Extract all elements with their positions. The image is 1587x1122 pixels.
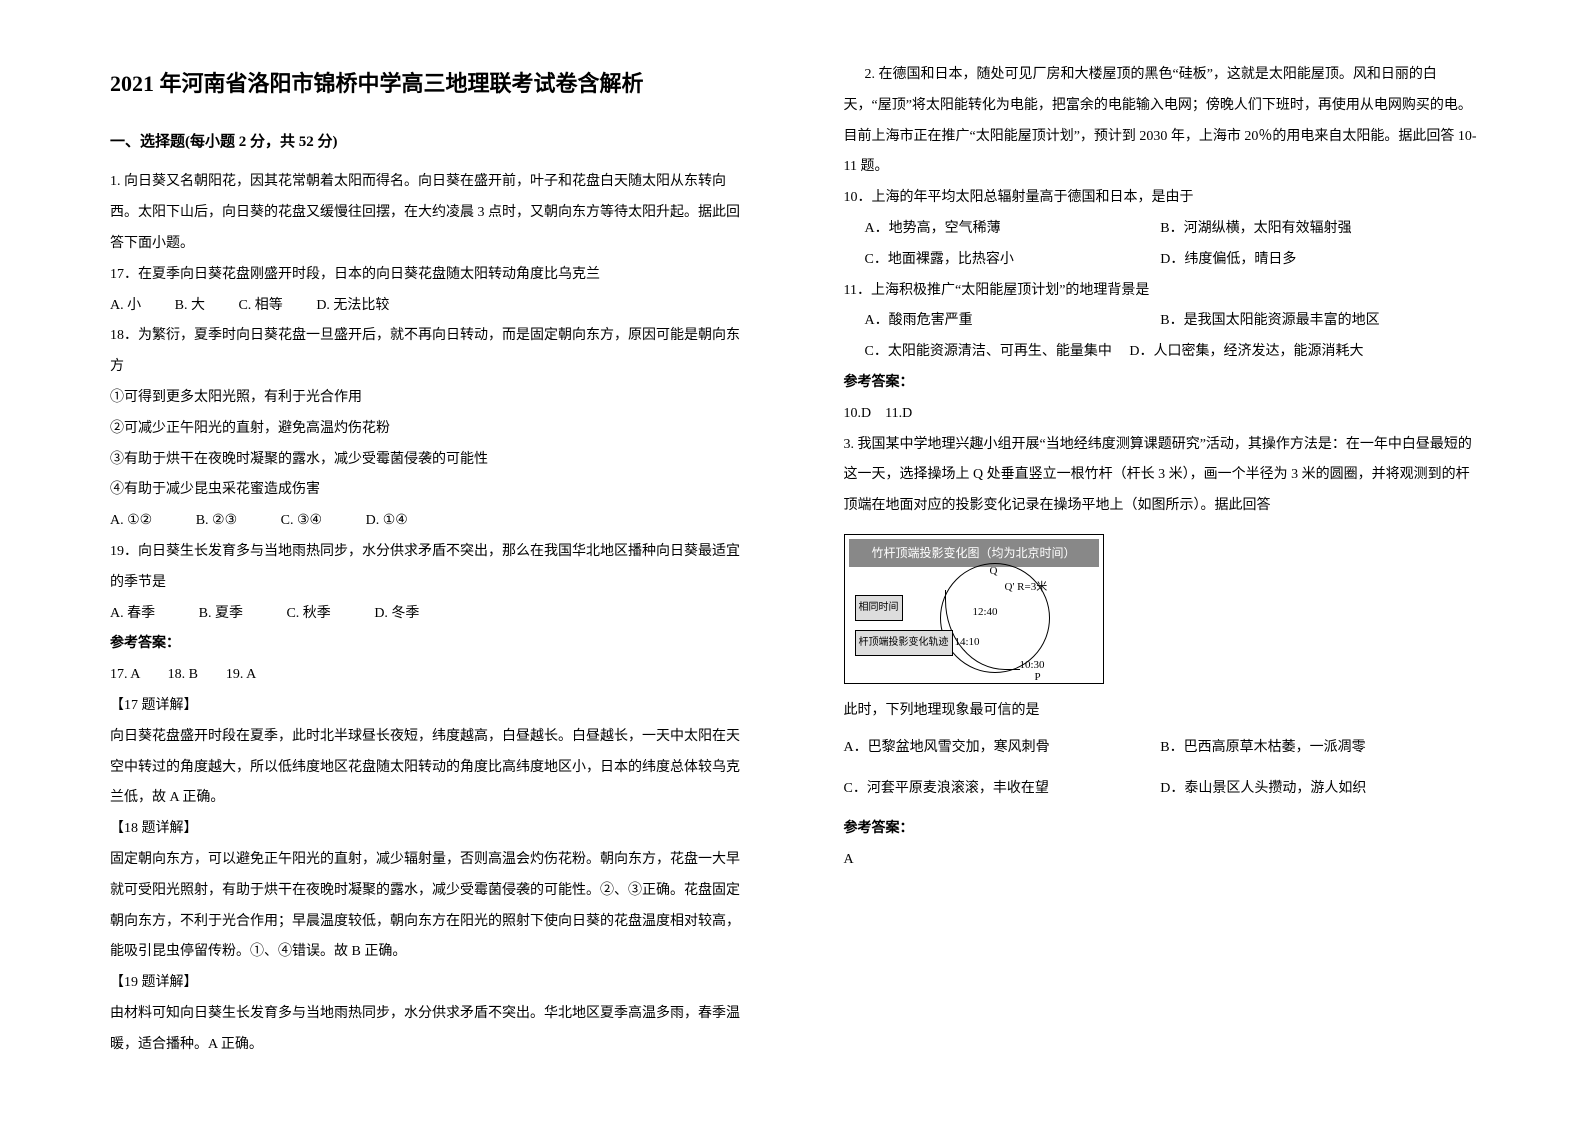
left-column: 2021 年河南省洛阳市锦桥中学高三地理联考试卷含解析 一、选择题(每小题 2 … <box>80 60 794 1082</box>
q2-sub10: 10．上海的年平均太阳总辐射量高于德国和日本，是由于 <box>844 183 1478 214</box>
option-b: B．是我国太阳能资源最丰富的地区 <box>1160 306 1477 337</box>
diagram-q-label: Q <box>990 559 998 583</box>
answer-label: 参考答案： <box>110 629 744 660</box>
q1-answers: 17. A 18. B 19. A <box>110 660 744 691</box>
option-d: D. ①④ <box>366 513 408 528</box>
q3-options: A．巴黎盆地风雪交加，寒风刺骨 B．巴西高原草木枯萎，一派凋零 C．河套平原麦浪… <box>844 733 1478 805</box>
section-heading: 一、选择题(每小题 2 分，共 52 分) <box>110 126 744 159</box>
option-c: C．河套平原麦浪滚滚，丰收在望 <box>844 774 1161 805</box>
explain18-heading: 【18 题详解】 <box>110 814 744 845</box>
answer-label: 参考答案： <box>844 814 1478 845</box>
option-d: D．人口密集，经济发达，能源消耗大 <box>1129 344 1363 359</box>
q1-sub18: 18．为繁衍，夏季时向日葵花盘一旦盛开后，就不再向日转动，而是固定朝向东方，原因… <box>110 321 744 383</box>
q1-sub18-item4: ④有助于减少昆虫采花蜜造成伤害 <box>110 475 744 506</box>
q2-stem: 2. 在德国和日本，随处可见厂房和大楼屋顶的黑色“硅板”，这就是太阳能屋顶。风和… <box>844 60 1478 183</box>
q2-sub11-options-row2: C．太阳能资源清洁、可再生、能量集中 D．人口密集，经济发达，能源消耗大 <box>844 337 1478 368</box>
explain17-heading: 【17 题详解】 <box>110 691 744 722</box>
q1-sub18-item3: ③有助于烘干在夜晚时凝聚的露水，减少受霉菌侵袭的可能性 <box>110 445 744 476</box>
diagram-box1: 相同时间 <box>855 595 903 621</box>
option-a: A. ①② <box>110 513 152 528</box>
option-d: D．纬度偏低，晴日多 <box>1160 245 1477 276</box>
option-b: B．河湖纵横，太阳有效辐射强 <box>1160 214 1477 245</box>
option-c: C. ③④ <box>281 513 322 528</box>
option-c: C. 相等 <box>238 298 282 313</box>
projection-diagram: 竹杆顶端投影变化图（均为北京时间） Q Q' R=3米 相同时间 杆顶端投影变化… <box>844 534 1104 684</box>
q2-answers: 10.D 11.D <box>844 399 1478 430</box>
q1-sub17: 17．在夏季向日葵花盘刚盛开时段，日本的向日葵花盘随太阳转动角度比乌克兰 <box>110 260 744 291</box>
q3-stem: 3. 我国某中学地理兴趣小组开展“当地经纬度测算课题研究”活动，其操作方法是：在… <box>844 430 1478 522</box>
q1-sub18-item2: ②可减少正午阳光的直射，避免高温灼伤花粉 <box>110 414 744 445</box>
diagram-title: 竹杆顶端投影变化图（均为北京时间） <box>849 539 1099 567</box>
q2-sub11-options-row1: A．酸雨危害严重 B．是我国太阳能资源最丰富的地区 <box>844 306 1478 337</box>
option-c: C. 秋季 <box>286 606 330 621</box>
option-a: A. 小 <box>110 298 141 313</box>
q1-stem: 1. 向日葵又名朝阳花，因其花常朝着太阳而得名。向日葵在盛开前，叶子和花盘白天随… <box>110 167 744 259</box>
diagram-time3: 10:30 <box>1020 653 1045 677</box>
q1-sub17-options: A. 小 B. 大 C. 相等 D. 无法比较 <box>110 291 744 322</box>
q2-sub10-options-row1: A．地势高，空气稀薄 B．河湖纵横，太阳有效辐射强 <box>844 214 1478 245</box>
diagram-time2: 14:10 <box>955 630 980 654</box>
option-c: C．太阳能资源清洁、可再生、能量集中 <box>865 344 1112 359</box>
option-a: A．地势高，空气稀薄 <box>844 214 1161 245</box>
q1-sub18-options: A. ①② B. ②③ C. ③④ D. ①④ <box>110 506 744 537</box>
option-a: A．巴黎盆地风雪交加，寒风刺骨 <box>844 733 1161 764</box>
q1-sub19: 19．向日葵生长发育多与当地雨热同步，水分供求矛盾不突出，那么在我国华北地区播种… <box>110 537 744 599</box>
option-c: C．地面裸露，比热容小 <box>844 245 1161 276</box>
diagram-time1: 12:40 <box>973 600 998 624</box>
option-b: B. ②③ <box>196 513 237 528</box>
diagram-p-label: P <box>1035 665 1041 689</box>
explain19-text: 由材料可知向日葵生长发育多与当地雨热同步，水分供求矛盾不突出。华北地区夏季高温多… <box>110 999 744 1061</box>
option-b: B．巴西高原草木枯萎，一派凋零 <box>1160 733 1477 764</box>
explain17-text: 向日葵花盘盛开时段在夏季，此时北半球昼长夜短，纬度越高，白昼越长。白昼越长，一天… <box>110 722 744 814</box>
q2-sub10-options-row2: C．地面裸露，比热容小 D．纬度偏低，晴日多 <box>844 245 1478 276</box>
explain19-heading: 【19 题详解】 <box>110 968 744 999</box>
option-b: B. 大 <box>175 298 205 313</box>
diagram-box2: 杆顶端投影变化轨迹 <box>855 630 953 656</box>
q3-answer: A <box>844 845 1478 876</box>
diagram-r-label: Q' R=3米 <box>1005 575 1048 599</box>
answer-label: 参考答案： <box>844 368 1478 399</box>
option-d: D. 冬季 <box>374 606 419 621</box>
exam-title: 2021 年河南省洛阳市锦桥中学高三地理联考试卷含解析 <box>110 60 744 108</box>
option-a: A．酸雨危害严重 <box>844 306 1161 337</box>
option-a: A. 春季 <box>110 606 155 621</box>
q1-sub18-item1: ①可得到更多太阳光照，有利于光合作用 <box>110 383 744 414</box>
q1-sub19-options: A. 春季 B. 夏季 C. 秋季 D. 冬季 <box>110 599 744 630</box>
q3-sub: 此时，下列地理现象最可信的是 <box>844 696 1478 727</box>
option-d: D．泰山景区人头攒动，游人如织 <box>1160 774 1477 805</box>
option-d: D. 无法比较 <box>316 298 389 313</box>
explain18-text: 固定朝向东方，可以避免正午阳光的直射，减少辐射量，否则高温会灼伤花粉。朝向东方，… <box>110 845 744 968</box>
option-b: B. 夏季 <box>199 606 243 621</box>
q2-sub11: 11．上海积极推广“太阳能屋顶计划”的地理背景是 <box>844 276 1478 307</box>
right-column: 2. 在德国和日本，随处可见厂房和大楼屋顶的黑色“硅板”，这就是太阳能屋顶。风和… <box>794 60 1508 1082</box>
